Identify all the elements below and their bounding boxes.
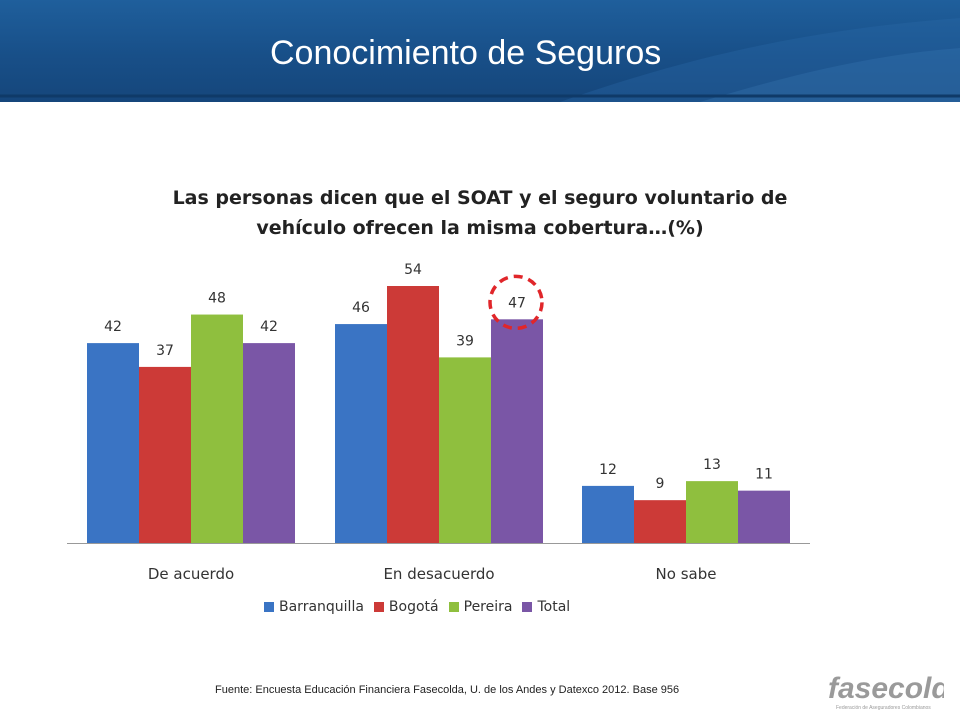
data-label-en-desacuerdo-barranquilla: 46 — [352, 300, 370, 316]
data-label-de-acuerdo-total: 42 — [260, 319, 278, 335]
data-label-no-sabe-total: 11 — [755, 467, 773, 483]
data-label-de-acuerdo-bogota: 37 — [156, 343, 174, 359]
bar-en-desacuerdo-bogota — [387, 286, 439, 543]
data-label-de-acuerdo-barranquilla: 42 — [104, 319, 122, 335]
chart-title-line-2: vehículo ofrecen la misma cobertura…(%) — [256, 217, 704, 239]
bar-no-sabe-pereira — [686, 481, 738, 543]
legend-swatch-total — [522, 602, 533, 612]
bar-no-sabe-total — [738, 490, 790, 543]
chart-legend: Barranquilla Bogotá Pereira Total — [264, 597, 570, 617]
legend-swatch-bogota — [373, 602, 384, 612]
highlight-circle — [488, 274, 544, 331]
bar-de-acuerdo-total — [243, 343, 295, 543]
chart-title: Las personas dicen que el SOAT y el segu… — [90, 183, 870, 243]
logo-wordmark: fasecolda — [828, 672, 944, 705]
data-label-en-desacuerdo-pereira: 39 — [456, 333, 474, 349]
bar-de-acuerdo-barranquilla — [87, 343, 139, 543]
logo-subtext: Federación de Aseguradores Colombianos — [836, 705, 931, 711]
legend-label-bogota: Bogotá — [388, 599, 439, 615]
bar-no-sabe-barranquilla — [582, 485, 634, 543]
bar-de-acuerdo-bogota — [139, 366, 191, 543]
legend-item-barranquilla: Barranquilla — [264, 599, 364, 615]
data-label-de-acuerdo-pereira: 48 — [208, 291, 226, 307]
data-label-no-sabe-bogota: 9 — [656, 476, 665, 492]
data-label-no-sabe-barranquilla: 12 — [599, 462, 617, 478]
bar-en-desacuerdo-barranquilla — [335, 324, 387, 543]
legend-label-barranquilla: Barranquilla — [279, 599, 364, 615]
source-note: Fuente: Encuesta Educación Financiera Fa… — [215, 684, 680, 696]
bar-de-acuerdo-pereira — [191, 314, 243, 543]
legend-label-total: Total — [537, 599, 571, 615]
legend-item-total: Total — [522, 599, 570, 615]
bar-no-sabe-bogota — [634, 500, 686, 543]
data-label-en-desacuerdo-total: 47 — [508, 295, 526, 311]
legend-swatch-pereira — [448, 602, 459, 612]
legend-item-pereira: Pereira — [448, 599, 513, 615]
chart-title-line-1: Las personas dicen que el SOAT y el segu… — [172, 187, 788, 209]
slide-title: Conocimiento de Seguros — [270, 34, 662, 72]
data-label-no-sabe-pereira: 13 — [703, 457, 721, 473]
header-wave-decoration — [0, 18, 960, 102]
x-tick-label-en-desacuerdo: En desacuerdo — [383, 565, 494, 583]
x-tick-label-de-acuerdo: De acuerdo — [148, 565, 234, 583]
slide-header: Conocimiento de Seguros — [0, 0, 960, 102]
data-label-en-desacuerdo-bogota: 54 — [404, 262, 422, 278]
x-tick-label-no-sabe: No sabe — [656, 565, 717, 583]
legend-swatch-barranquilla — [264, 602, 274, 612]
fasecolda-logo: fasecolda Federación de Aseguradores Col… — [828, 672, 944, 711]
bar-en-desacuerdo-pereira — [439, 357, 491, 543]
bar-en-desacuerdo-total — [491, 319, 543, 543]
legend-label-pereira: Pereira — [463, 599, 513, 615]
legend-item-bogota: Bogotá — [373, 599, 439, 615]
